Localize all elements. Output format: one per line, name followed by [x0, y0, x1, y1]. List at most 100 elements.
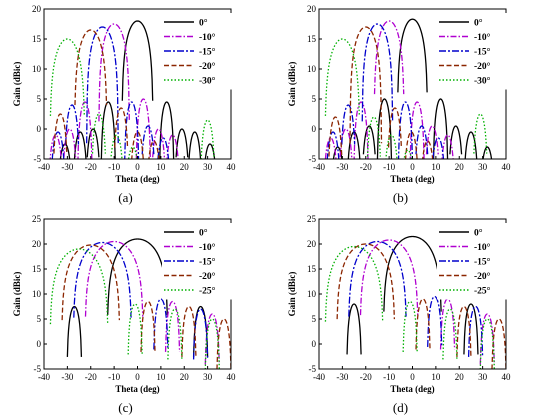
x-tick-label: 0 [135, 372, 140, 382]
series-line-1 [324, 20, 454, 159]
x-tick-label: 30 [478, 162, 488, 172]
x-tick-label: 20 [180, 372, 190, 382]
series-curves [49, 238, 231, 369]
series-line-3 [328, 26, 434, 159]
x-tick-label: 20 [455, 372, 465, 382]
x-tick-label: -20 [360, 162, 372, 172]
legend-label: 0° [199, 228, 208, 239]
x-tick-label: -10 [108, 162, 120, 172]
y-tick-label: 15 [32, 264, 42, 274]
x-axis-label: Theta (deg) [390, 384, 434, 394]
x-tick-label: 20 [455, 162, 465, 172]
x-tick-label: 0 [135, 162, 140, 172]
chart-panel-c: -40 -30 -20 -10 0 10 20 30 40 -5 0 5 10 15 20 25 Theta (… [12, 214, 237, 415]
chart-panel-b: -40 -30 -20 -10 0 10 20 30 40 -5 0 5 10 15 20 Theta (de… [287, 4, 512, 205]
x-tick-label: -10 [383, 372, 395, 382]
y-tick-label: 15 [307, 264, 317, 274]
legend-label: -30° [474, 76, 491, 87]
legend-label: -15° [474, 257, 491, 268]
series-line-3 [336, 243, 506, 369]
legend-label: -10° [474, 32, 491, 43]
series-line-3 [53, 29, 160, 159]
series-line-1 [84, 240, 220, 365]
y-tick-label: 25 [32, 214, 42, 224]
chart-panel-a: -40 -30 -20 -10 0 10 20 30 40 -5 0 5 10 15 20 Theta (de… [12, 4, 237, 205]
legend-background [437, 13, 509, 90]
x-tick-label: 30 [203, 162, 213, 172]
series-curves [324, 235, 506, 369]
legend-label: -20° [199, 271, 216, 282]
y-tick-label: 10 [32, 289, 42, 299]
y-tick-label: 20 [32, 239, 42, 249]
x-tick-label: 40 [502, 372, 512, 382]
x-axis-label: Theta (deg) [390, 174, 434, 184]
x-tick-label: -30 [336, 162, 348, 172]
y-tick-label: 10 [307, 64, 317, 74]
x-tick-label: -10 [383, 162, 395, 172]
legend-label: 0° [474, 18, 483, 29]
y-axis-label: Gain (dBic) [287, 272, 297, 317]
legend-label: -25° [474, 286, 491, 297]
y-tick-label: 0 [312, 124, 317, 134]
panel-label: (b) [393, 190, 408, 205]
x-tick-label: 0 [410, 372, 415, 382]
legend-label: -30° [199, 76, 216, 87]
x-tick-label: -30 [336, 372, 348, 382]
y-tick-label: 25 [307, 214, 317, 224]
x-tick-label: 10 [431, 162, 441, 172]
series-line-2 [326, 23, 445, 159]
x-tick-label: 10 [156, 162, 166, 172]
x-tick-label: 20 [180, 162, 190, 172]
y-tick-label: 20 [307, 239, 317, 249]
x-tick-label: 30 [203, 372, 213, 382]
y-tick-label: 5 [37, 314, 42, 324]
y-tick-label: 20 [307, 4, 317, 14]
panel-label: (c) [118, 400, 132, 415]
x-tick-label: 0 [410, 162, 415, 172]
chart-panel-d: -40 -30 -20 -10 0 10 20 30 40 -5 0 5 10 15 20 25 Theta (… [287, 214, 512, 415]
legend-label: -10° [199, 32, 216, 43]
y-tick-label: 15 [307, 34, 317, 44]
y-tick-label: 5 [312, 314, 317, 324]
y-tick-label: 0 [37, 124, 42, 134]
x-tick-label: 40 [227, 372, 237, 382]
legend-label: -20° [199, 61, 216, 72]
series-line-4 [324, 38, 488, 159]
y-tick-label: -5 [34, 364, 42, 374]
legend-label: -10° [474, 242, 491, 253]
legend-label: -15° [474, 47, 491, 58]
panel-label: (a) [118, 190, 132, 205]
legend-label: -25° [199, 286, 216, 297]
series-line-1 [49, 23, 179, 159]
y-tick-label: 15 [32, 34, 42, 44]
y-axis-label: Gain (dBic) [287, 62, 297, 107]
series-line-4 [49, 38, 215, 159]
y-tick-label: 20 [32, 4, 42, 14]
x-tick-label: 40 [227, 162, 237, 172]
x-tick-label: -10 [108, 372, 120, 382]
y-tick-label: 0 [312, 339, 317, 349]
x-tick-label: -40 [38, 372, 50, 382]
y-tick-label: -5 [309, 364, 317, 374]
y-axis-label: Gain (dBic) [12, 272, 22, 317]
x-tick-label: 40 [502, 162, 512, 172]
x-tick-label: -40 [313, 372, 325, 382]
y-tick-label: 10 [32, 64, 42, 74]
y-tick-label: 0 [37, 339, 42, 349]
legend-background [162, 13, 234, 90]
x-axis-label: Theta (deg) [115, 384, 159, 394]
series-curves [324, 18, 493, 159]
x-tick-label: -20 [85, 162, 97, 172]
legend-background [437, 223, 509, 300]
legend-label: -20° [474, 61, 491, 72]
series-line-2 [51, 26, 170, 159]
series-line-2 [348, 240, 484, 357]
legend-label: -10° [199, 242, 216, 253]
legend-label: -15° [199, 257, 216, 268]
legend-background [162, 223, 234, 300]
legend-label: 0° [474, 228, 483, 239]
y-tick-label: 10 [307, 289, 317, 299]
x-tick-label: -20 [85, 372, 97, 382]
x-tick-label: -40 [38, 162, 50, 172]
x-tick-label: 10 [156, 372, 166, 382]
